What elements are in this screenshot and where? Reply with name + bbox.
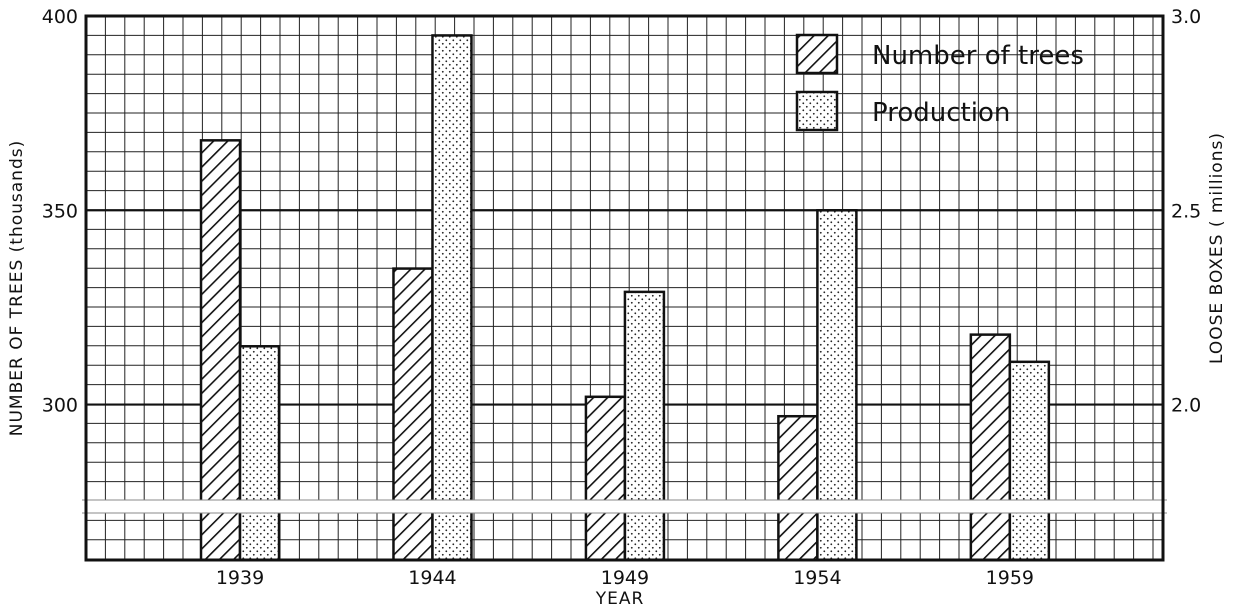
x-tick-label: 1939 (216, 567, 264, 589)
x-tick-label: 1959 (986, 567, 1034, 589)
legend: Number of trees Production (795, 33, 1084, 132)
axis-break-band (82, 500, 1167, 513)
bar-number-of-trees (392, 267, 434, 562)
bar-production (431, 34, 473, 562)
legend-label-production: Production (872, 98, 1010, 128)
bar-number-of-trees (777, 414, 819, 562)
bar-production (238, 345, 281, 562)
x-axis-label: YEAR (595, 589, 645, 609)
bar-number-of-trees (584, 395, 627, 562)
y-left-tick-label: 350 (42, 200, 78, 222)
x-tick-label: 1944 (408, 567, 456, 589)
y-axis-right-ticks: 2.0 2.5 3.0 (1171, 6, 1201, 417)
y-right-tick-label: 3.0 (1171, 6, 1201, 28)
bar-production (1008, 360, 1051, 562)
y-left-tick-label: 300 (42, 395, 78, 417)
axis-break (82, 499, 1167, 514)
x-axis-ticks: 1939 1944 1949 1954 1959 (216, 567, 1034, 589)
y-axis-left-ticks: 300 350 400 (42, 6, 78, 417)
y-right-tick-label: 2.5 (1171, 200, 1201, 222)
x-tick-label: 1949 (601, 567, 649, 589)
plot-frame (84, 14, 1165, 562)
legend-swatch-production (795, 90, 839, 132)
y-left-tick-label: 400 (42, 6, 78, 28)
y-axis-right-label: LOOSE BOXES ( millions) (1207, 132, 1227, 364)
y-axis-left-label: NUMBER OF TREES (thousands) (7, 140, 27, 436)
bar-number-of-trees (199, 139, 242, 562)
legend-swatch-number-of-trees (795, 33, 839, 75)
x-tick-label: 1954 (793, 567, 841, 589)
legend-label-number-of-trees: Number of trees (872, 41, 1084, 71)
bar-production (623, 290, 666, 562)
bar-number-of-trees (969, 333, 1012, 562)
y-right-tick-label: 2.0 (1171, 395, 1201, 417)
